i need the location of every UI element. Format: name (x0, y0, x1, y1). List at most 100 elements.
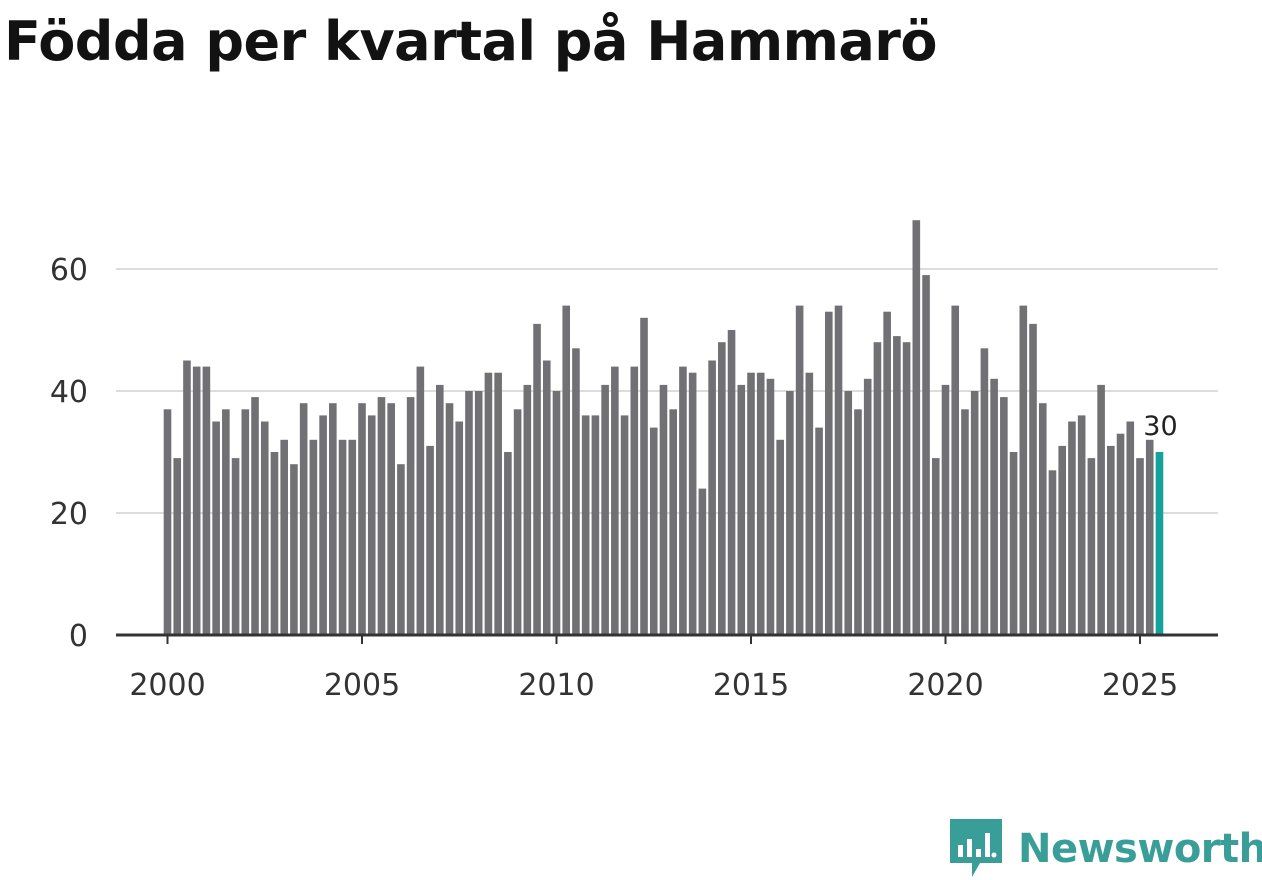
bar (776, 439, 784, 635)
bar (825, 311, 833, 635)
bar (961, 409, 969, 635)
bar (922, 275, 930, 635)
bar (202, 366, 211, 635)
bar-highlighted (1155, 452, 1164, 635)
bar (766, 378, 775, 635)
bar (1019, 305, 1028, 635)
bar (990, 378, 998, 635)
bar (581, 415, 590, 635)
bar (416, 366, 425, 635)
y-tick-label-0: 0 (69, 619, 88, 654)
bar (212, 421, 220, 635)
bar (222, 409, 230, 635)
bar (863, 378, 872, 635)
bar (1136, 458, 1144, 635)
bar (338, 439, 347, 635)
bar (912, 220, 921, 635)
bar (542, 360, 551, 635)
bar (620, 415, 629, 635)
x-tick-label-2015: 2015 (713, 668, 789, 703)
bar (815, 427, 823, 635)
bar (552, 391, 561, 635)
x-tick-label-2000: 2000 (129, 668, 205, 703)
bar (893, 336, 901, 635)
bar (562, 305, 571, 635)
bar (854, 409, 862, 635)
y-tick-label-60: 60 (50, 253, 88, 288)
bar (970, 391, 979, 635)
bar (377, 397, 386, 635)
bar (630, 366, 639, 635)
x-tick-label-2010: 2010 (518, 668, 594, 703)
bar (1087, 458, 1096, 635)
bar (1077, 415, 1086, 635)
bar (329, 403, 337, 635)
bar (708, 360, 716, 635)
bar (348, 439, 357, 635)
bar (805, 372, 814, 635)
bar (494, 372, 502, 635)
newsworthy-brand[interactable]: Newsworthy (950, 818, 1262, 880)
bar (513, 409, 522, 635)
bar (260, 421, 269, 635)
bar (465, 391, 473, 635)
bar (786, 391, 794, 635)
bar (523, 384, 532, 635)
bar (445, 403, 454, 635)
bar (1068, 421, 1076, 635)
bar (192, 366, 201, 635)
x-tick-label-2025: 2025 (1102, 668, 1178, 703)
bar (883, 311, 891, 635)
bar (1058, 445, 1066, 635)
bar (426, 445, 434, 635)
bar (358, 403, 366, 635)
bar (572, 348, 580, 635)
bar (1107, 445, 1115, 635)
bars (163, 220, 1164, 635)
bar (280, 439, 288, 635)
bar (1009, 452, 1018, 635)
bar (397, 464, 405, 635)
axes: 0 20 40 60 30 2000 2005 2010 2015 2020 2025 (50, 253, 1218, 703)
bar (640, 317, 648, 635)
bar (698, 488, 707, 635)
bar (718, 342, 726, 635)
bar (659, 384, 668, 635)
bar (436, 384, 444, 635)
bar (591, 415, 600, 635)
bar (455, 421, 464, 635)
bar (951, 305, 960, 635)
bar (251, 397, 259, 635)
x-tick-label-2020: 2020 (907, 668, 983, 703)
bar (737, 384, 746, 635)
x-tick-label-2005: 2005 (324, 668, 400, 703)
bar (931, 458, 940, 635)
bar (367, 415, 376, 635)
bar (387, 403, 395, 635)
bar (183, 360, 191, 635)
bar (1029, 323, 1037, 635)
bar (533, 323, 541, 635)
bar (484, 372, 493, 635)
y-tick-label-40: 40 (50, 375, 88, 410)
bar (1126, 421, 1135, 635)
bar (299, 403, 308, 635)
bar (1038, 403, 1047, 635)
y-tick-label-20: 20 (50, 497, 88, 532)
bar (902, 342, 911, 635)
bar (834, 305, 843, 635)
bar (756, 372, 765, 635)
bar (474, 391, 483, 635)
bar (1097, 384, 1105, 635)
chart-title: Födda per kvartal på Hammarö (4, 10, 938, 73)
last-value-label: 30 (1143, 411, 1177, 442)
bar (649, 427, 658, 635)
bar (173, 458, 182, 635)
bar (873, 342, 882, 635)
bar (1116, 433, 1125, 635)
bar (601, 384, 609, 635)
bar (319, 415, 327, 635)
bar (241, 409, 250, 635)
bar (679, 366, 687, 635)
brand-name: Newsworthy (1018, 826, 1262, 872)
